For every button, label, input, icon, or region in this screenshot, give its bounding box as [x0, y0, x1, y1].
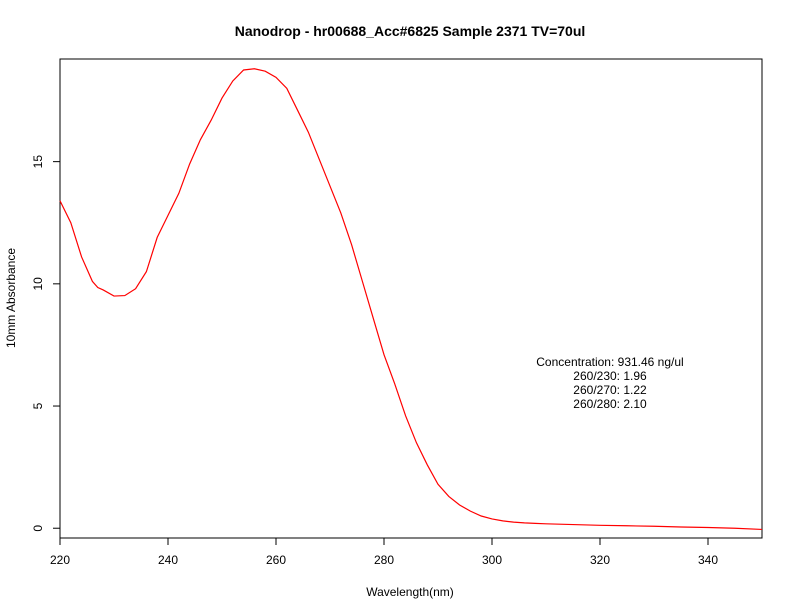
annotation-concentration: Concentration: 931.46 ng/ul [536, 355, 683, 369]
y-tick-label: 10 [31, 277, 45, 291]
x-axis-label: Wavelength(nm) [366, 585, 454, 599]
annotation-ratio-260-280: 260/280: 2.10 [573, 397, 647, 411]
x-axis: 220 240 260 280 300 320 340 [50, 537, 718, 567]
y-tick-label: 0 [31, 525, 45, 532]
measurement-annotation: Concentration: 931.46 ng/ul 260/230: 1.9… [536, 355, 683, 411]
x-tick-label: 340 [698, 553, 718, 567]
y-tick-label: 5 [31, 402, 45, 409]
y-axis-label: 10mm Absorbance [4, 248, 18, 348]
x-tick-label: 300 [482, 553, 502, 567]
x-tick-label: 240 [158, 553, 178, 567]
x-tick-label: 320 [590, 553, 610, 567]
absorbance-series-line [59, 68, 763, 531]
y-axis: 0 5 10 15 [31, 155, 61, 532]
y-tick-label: 15 [31, 155, 45, 169]
x-tick-label: 260 [266, 553, 286, 567]
chart-title: Nanodrop - hr00688_Acc#6825 Sample 2371 … [235, 23, 586, 39]
annotation-ratio-260-230: 260/230: 1.96 [573, 369, 647, 383]
x-tick-label: 220 [50, 553, 70, 567]
x-tick-label: 280 [374, 553, 394, 567]
annotation-ratio-260-270: 260/270: 1.22 [573, 383, 647, 397]
